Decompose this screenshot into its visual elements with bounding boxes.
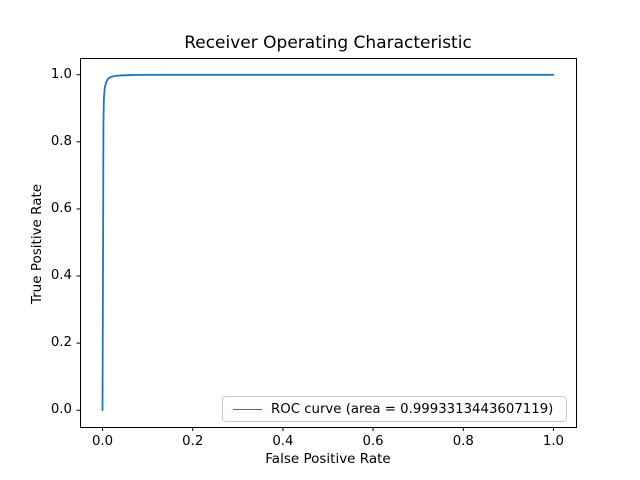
roc-curve-line xyxy=(101,73,555,412)
chart-title: Receiver Operating Characteristic xyxy=(184,33,472,53)
legend-line-sample xyxy=(233,408,262,410)
legend: ROC curve (area = 0.9993313443607119) xyxy=(222,396,567,422)
y-tick-label: 0.8 xyxy=(50,133,72,149)
legend-label: ROC curve (area = 0.9993313443607119) xyxy=(271,401,554,417)
x-tick-label: 0.6 xyxy=(362,434,384,449)
y-tick-label: 0.4 xyxy=(50,268,72,284)
x-tick-label: 0.0 xyxy=(91,434,114,449)
x-tick-label: 1.0 xyxy=(542,434,565,449)
x-tick-label: 0.8 xyxy=(452,434,474,449)
y-tick-label: 0.2 xyxy=(50,335,72,351)
x-axis-label: False Positive Rate xyxy=(265,451,391,467)
axes-frame xyxy=(80,58,577,428)
x-tick-label: 0.2 xyxy=(182,434,204,449)
y-tick-label: 1.0 xyxy=(50,66,72,82)
x-tick-label: 0.4 xyxy=(272,434,294,449)
y-tick-label: 0.6 xyxy=(50,200,72,216)
y-tick-label: 0.0 xyxy=(50,402,72,418)
